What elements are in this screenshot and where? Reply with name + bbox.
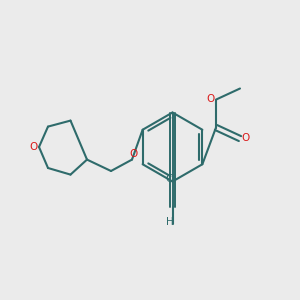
- Text: O: O: [129, 149, 138, 159]
- Text: O: O: [206, 94, 215, 104]
- Text: C: C: [165, 174, 172, 184]
- Text: O: O: [241, 133, 250, 143]
- Text: O: O: [29, 142, 38, 152]
- Text: H: H: [166, 217, 174, 227]
